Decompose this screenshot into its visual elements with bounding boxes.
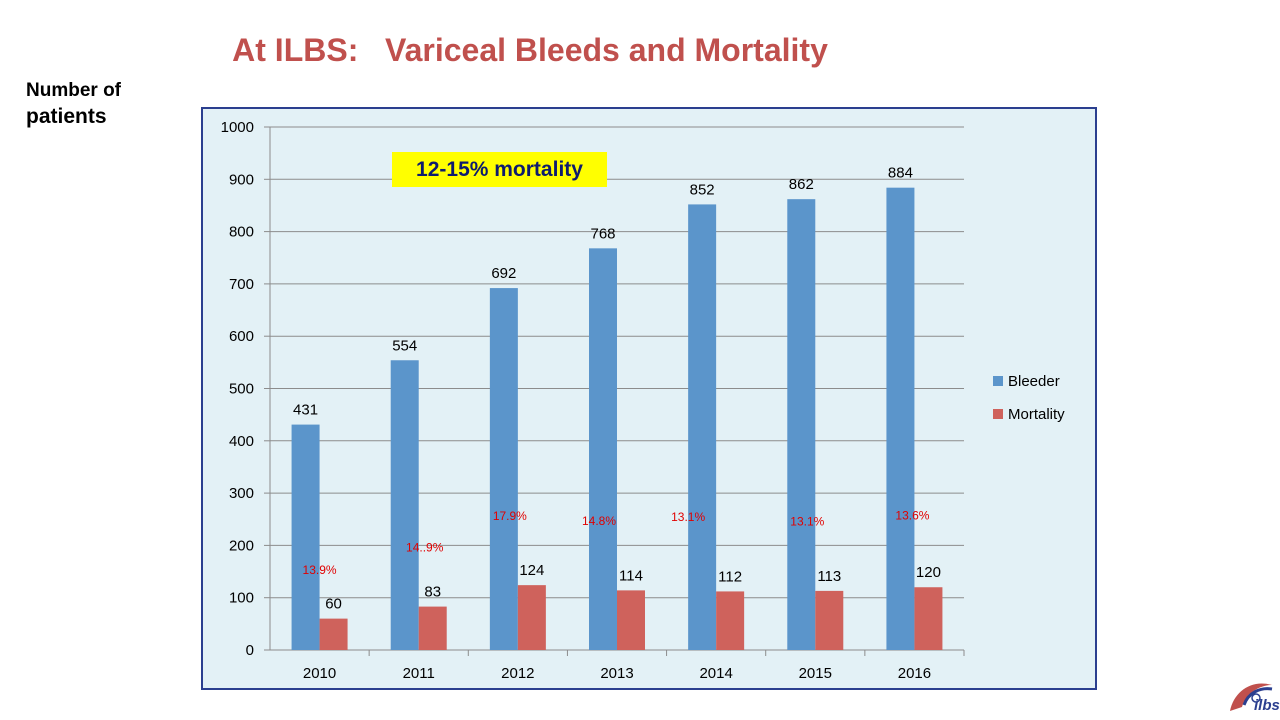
mortality-annotation: 12-15% mortality: [392, 152, 607, 187]
y-tick-label: 500: [229, 381, 254, 398]
bleeder-data-label: 852: [690, 181, 715, 198]
y-tick-label: 400: [229, 433, 254, 450]
bleeder-bar: [787, 199, 816, 650]
bleeder-bar: [688, 204, 717, 650]
mortality-bar: [617, 590, 645, 650]
bleeder-data-label: 431: [293, 402, 318, 419]
y-tick-label: 800: [229, 224, 254, 241]
bleeder-bar: [589, 248, 617, 650]
mortality-percent-label: 13.6%: [895, 508, 929, 522]
bleeder-data-label: 692: [491, 265, 516, 282]
bleeder-bar: [390, 360, 419, 650]
bleeder-data-label: 768: [590, 225, 615, 242]
logo-text: ilbs: [1254, 697, 1280, 714]
bar-chart: 0 100 200 300 400 500 600 700 800 900 1000 2010 431 6…: [221, 119, 1066, 682]
mortality-percent-label: 13.1%: [790, 515, 824, 529]
bleeder-bar: [291, 424, 320, 650]
mortality-bar: [914, 587, 943, 650]
y-tick-label: 600: [229, 328, 254, 345]
y-tick-label: 100: [229, 590, 254, 607]
y-tick-label: 900: [229, 171, 254, 188]
mortality-data-label: 113: [817, 568, 841, 585]
mortality-bar: [716, 591, 745, 650]
y-axis-label-line1: Number of: [26, 80, 121, 101]
x-tick-label: 2015: [799, 665, 832, 682]
x-tick-label: 2016: [898, 665, 931, 682]
y-tick-label: 1000: [221, 119, 254, 136]
bleeder-data-label: 884: [888, 165, 913, 182]
mortality-legend-swatch: [993, 409, 1003, 419]
y-tick-label: 0: [246, 642, 254, 659]
bleeder-bar: [886, 187, 915, 650]
x-tick-label: 2012: [501, 665, 534, 682]
bleeder-bar: [489, 288, 518, 650]
y-tick-label: 200: [229, 537, 254, 554]
x-tick-label: 2014: [699, 665, 732, 682]
y-axis-label-line2: patients: [26, 105, 107, 128]
mortality-percent-label: 13.9%: [303, 563, 337, 577]
mortality-data-label: 114: [619, 567, 643, 584]
mortality-data-label: 60: [325, 596, 342, 613]
y-tick-label: 300: [229, 485, 254, 502]
y-tick-label: 700: [229, 276, 254, 293]
mortality-data-label: 83: [424, 584, 441, 601]
ilbs-logo-icon: [1230, 683, 1273, 711]
mortality-legend-label: Mortality: [1008, 406, 1065, 423]
mortality-percent-label: 14.8%: [582, 514, 616, 528]
x-tick-label: 2013: [600, 665, 633, 682]
x-tick-label: 2011: [403, 665, 435, 682]
mortality-bar: [815, 590, 844, 650]
bleeder-legend-label: Bleeder: [1008, 373, 1060, 390]
bleeder-data-label: 554: [392, 337, 417, 354]
mortality-data-label: 124: [519, 562, 544, 579]
mortality-percent-label: 14..9%: [406, 541, 444, 555]
mortality-percent-label: 13.1%: [671, 510, 705, 524]
mortality-bar: [418, 606, 447, 650]
x-tick-label: 2010: [303, 665, 336, 682]
mortality-bar: [517, 585, 546, 650]
mortality-data-label: 120: [916, 564, 941, 581]
slide-title: At ILBS: Variceal Bleeds and Mortality: [232, 32, 828, 68]
chart-frame: 0 100 200 300 400 500 600 700 800 900 1000 2010 431 6…: [201, 107, 1097, 690]
mortality-bar: [319, 618, 348, 650]
bleeder-legend-swatch: [993, 376, 1003, 386]
mortality-data-label: 112: [718, 568, 742, 585]
mortality-percent-label: 17.9%: [493, 509, 527, 523]
bleeder-data-label: 862: [789, 176, 814, 193]
